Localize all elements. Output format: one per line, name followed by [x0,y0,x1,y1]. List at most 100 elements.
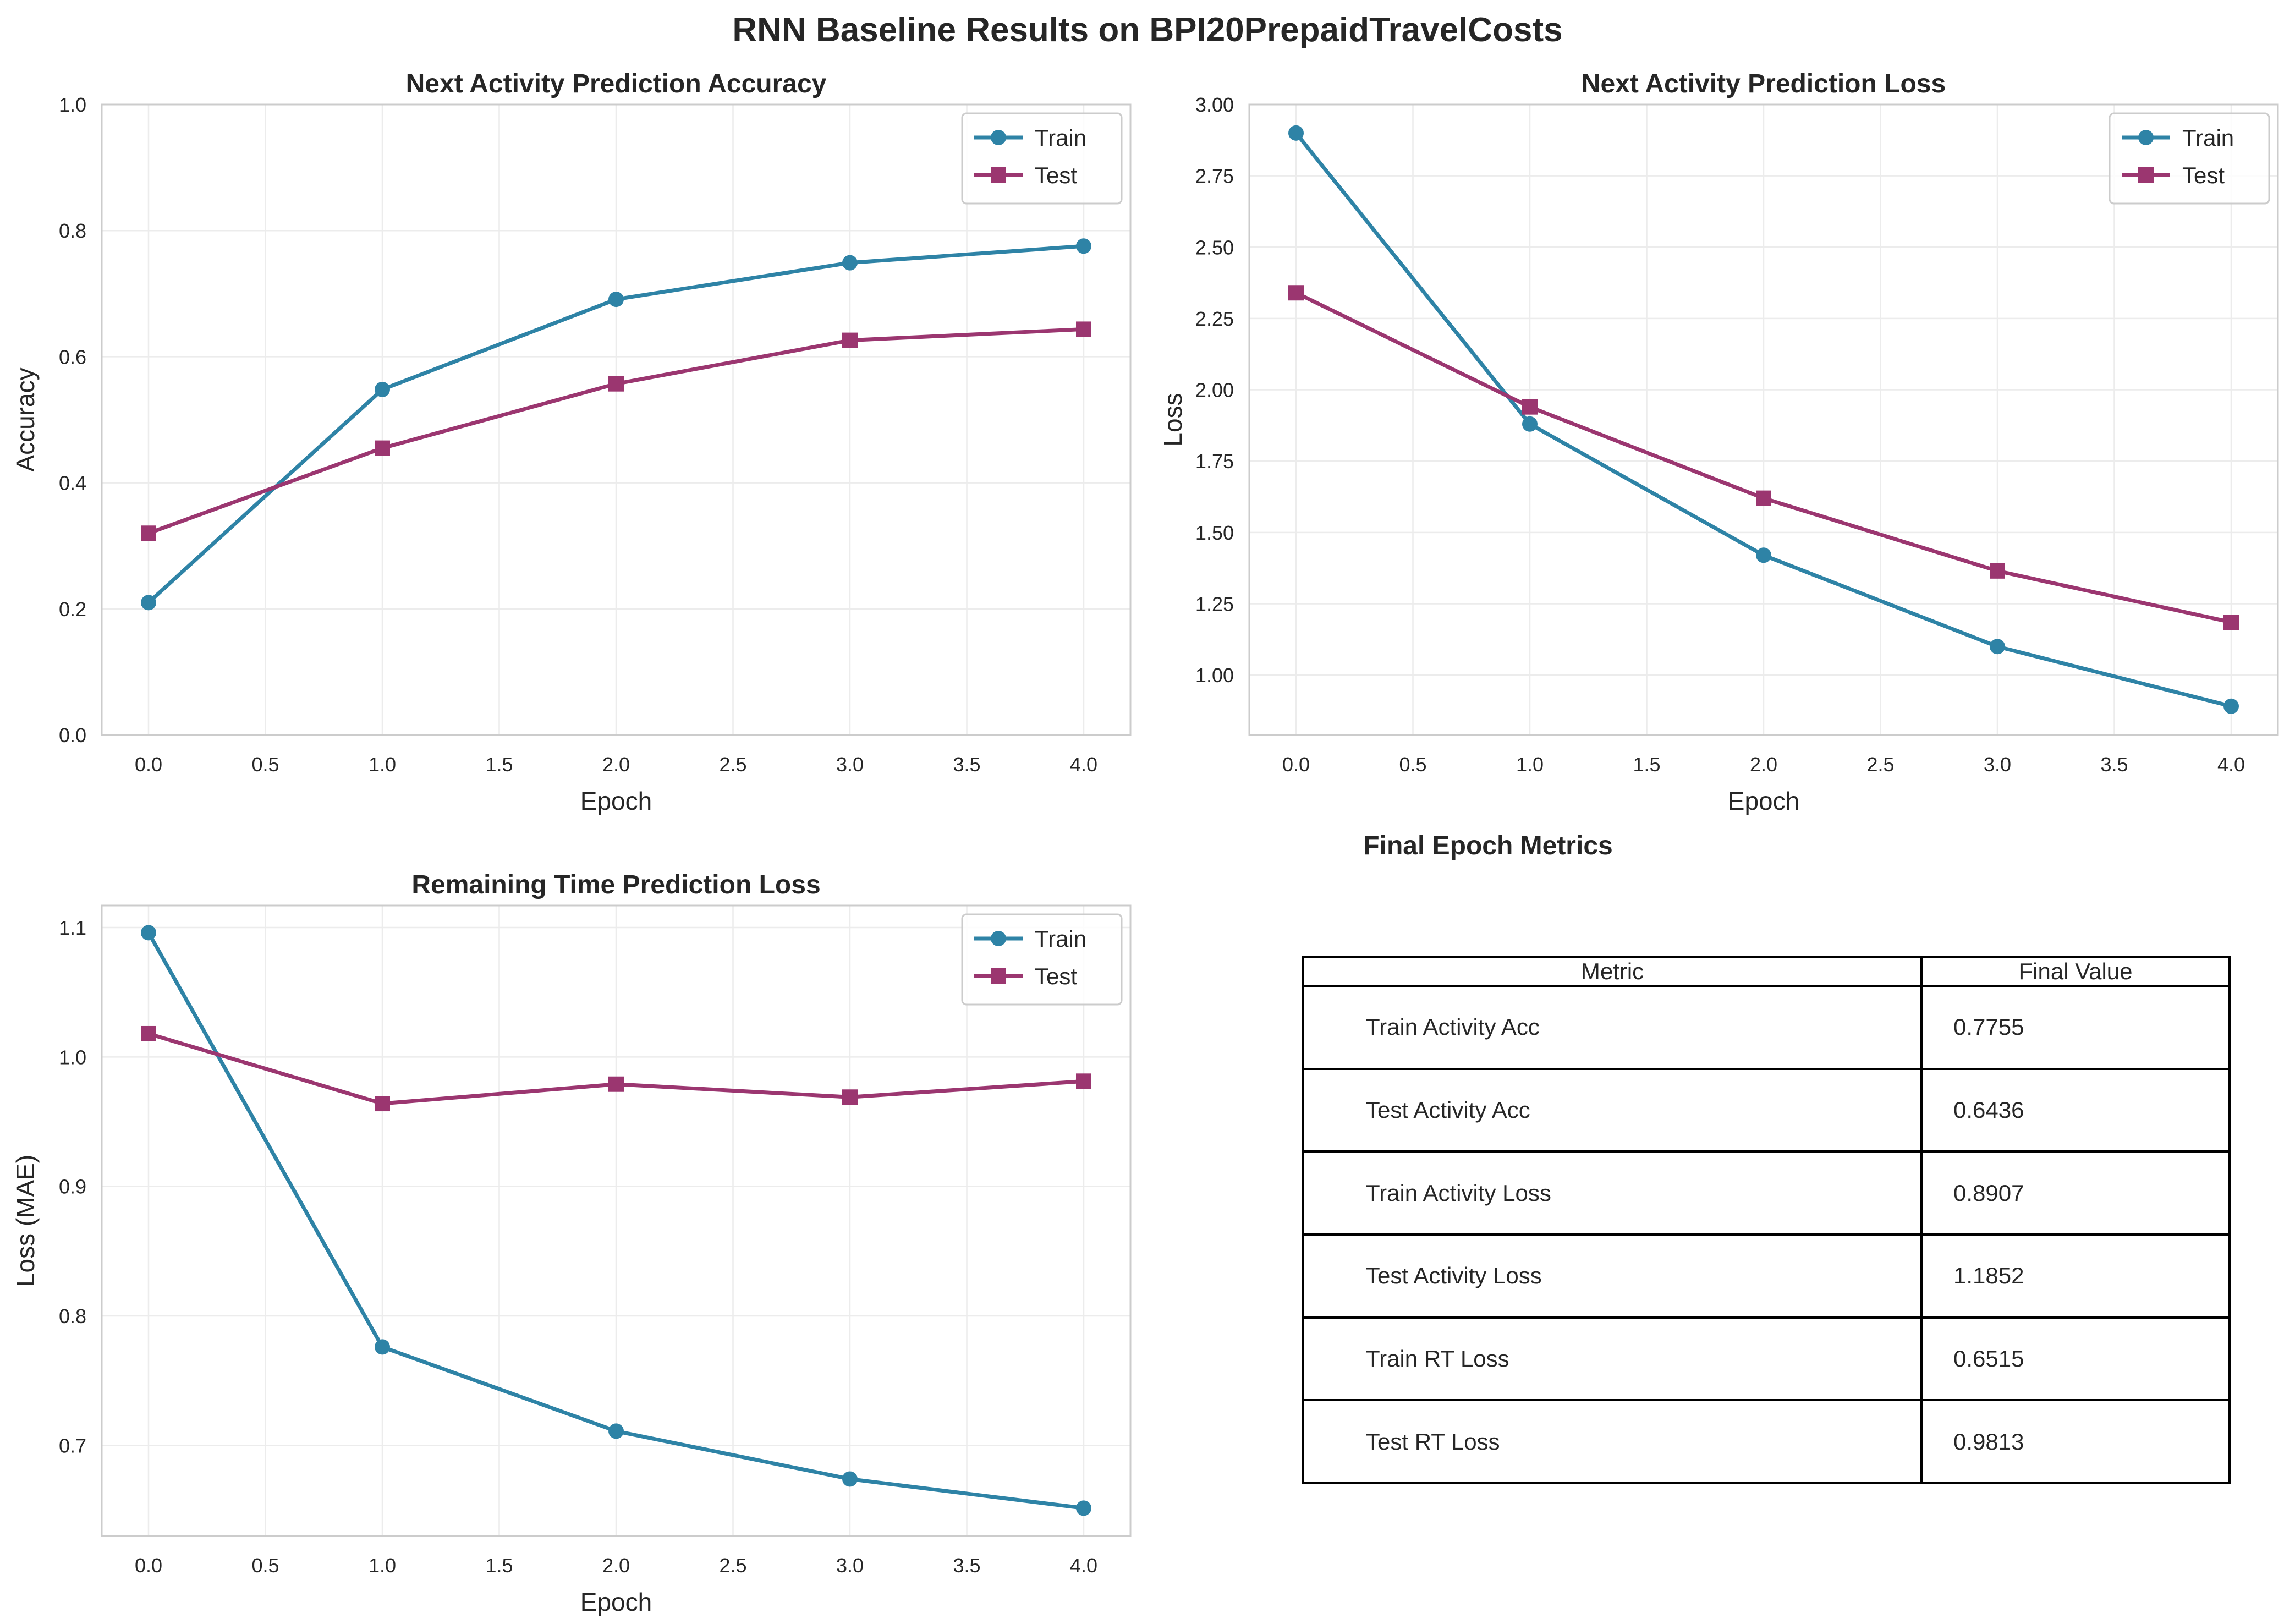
x-tick-label: 2.0 [602,1554,630,1577]
metric-value: 0.8907 [1920,1150,2231,1236]
x-tick-label: 1.0 [369,753,396,776]
data-point-test [842,332,858,348]
metric-value: 1.1852 [1920,1233,2231,1319]
x-tick-label: 0.0 [135,1554,162,1577]
x-tick-label: 4.0 [1070,1554,1097,1577]
y-tick-label: 0.4 [59,472,86,495]
y-tick-label: 1.00 [1195,664,1234,687]
data-point-train [141,595,156,611]
y-tick-label: 0.0 [59,724,86,747]
y-tick-label: 1.0 [59,1046,86,1068]
legend-label-train: Train [1035,926,1086,952]
data-point-test [842,1089,858,1105]
remaining-time-loss-chart: 0.0 0.5 1.0 1.5 2.0 2.5 3.0 3.5 4.0 0.7 0.8 0.9 1.0 1… [11,870,1132,1616]
data-point-train [1990,639,2005,655]
y-tick-label: 1.1 [59,917,86,939]
legend: Train Test [961,913,1123,1006]
legend: Train Test [2109,112,2270,205]
x-tick-label: 0.0 [1282,753,1310,776]
final-metrics-table: Metric Final Value Train Activity Acc 0.… [1302,956,2231,1484]
x-tick-label: 1.5 [485,753,513,776]
data-point-test [608,1076,624,1092]
y-tick-label: 2.50 [1195,236,1234,259]
table-header-row: Metric Final Value [1302,956,2231,987]
data-point-train [375,1339,390,1355]
x-tick-label: 4.0 [2217,753,2245,776]
table-row: Test Activity Loss 1.1852 [1302,1233,2231,1319]
data-point-train [2223,698,2239,714]
x-tick-label: 4.0 [1070,753,1097,776]
legend-marker-train [991,931,1006,946]
x-tick-label: 2.0 [1750,753,1777,776]
x-tick-label: 0.5 [1399,753,1426,776]
y-tick-label: 0.2 [59,598,86,621]
x-tick-label: 2.5 [719,1554,746,1577]
data-point-train [1522,416,1538,432]
table-row: Train Activity Acc 0.7755 [1302,985,2231,1070]
data-point-train [842,1471,858,1487]
x-tick-label: 3.5 [953,753,980,776]
data-point-test [1288,285,1304,301]
legend-label-train: Train [2182,125,2234,151]
data-point-test [1076,321,1091,337]
table-row: Test Activity Acc 0.6436 [1302,1067,2231,1153]
plot-frame [1248,103,2279,736]
y-tick-label: 0.8 [59,1305,86,1327]
x-axis-label: Epoch [1728,787,1799,815]
data-point-train [608,1423,624,1439]
chart-title: Remaining Time Prediction Loss [411,870,820,899]
legend-marker-test [991,968,1006,984]
legend: Train Test [961,112,1123,205]
figure-title: RNN Baseline Results on BPI20PrepaidTrav… [732,11,1563,49]
data-point-train [141,925,156,941]
y-tick-label: 1.0 [59,94,86,116]
data-point-train [1288,125,1304,141]
x-axis-label: Epoch [580,1588,652,1616]
legend-label-train: Train [1035,125,1086,151]
metric-value: 0.7755 [1920,985,2231,1070]
data-point-train [1076,1500,1091,1516]
y-tick-label: 1.50 [1195,522,1234,544]
data-point-test [1990,563,2005,579]
metric-name: Test RT Loss [1302,1399,1923,1484]
metric-name: Test Activity Loss [1302,1233,1923,1319]
x-tick-label: 3.0 [836,1554,864,1577]
data-point-train [375,381,390,397]
data-point-train [1076,238,1091,254]
x-axis-label: Epoch [580,787,652,815]
legend-marker-train [2138,130,2154,145]
table-title: Final Epoch Metrics [1363,831,1613,860]
legend-marker-train [991,130,1006,145]
y-tick-label: 0.7 [59,1434,86,1457]
legend-marker-test [991,167,1006,183]
data-point-test [608,376,624,392]
metric-name: Train RT Loss [1302,1316,1923,1402]
data-point-test [141,525,156,541]
x-tick-label: 0.0 [135,753,162,776]
x-tick-label: 3.0 [836,753,864,776]
y-tick-label: 1.25 [1195,592,1234,615]
x-tick-label: 1.5 [485,1554,513,1577]
y-tick-label: 2.25 [1195,308,1234,330]
data-point-train [608,292,624,308]
data-point-train [1756,547,1771,563]
data-point-test [375,440,390,456]
metric-value: 0.6436 [1920,1067,2231,1153]
y-axis-label: Loss (MAE) [11,1155,40,1287]
y-tick-label: 0.6 [59,345,86,368]
metric-name: Test Activity Acc [1302,1067,1923,1153]
data-point-test [1076,1073,1091,1089]
x-tick-label: 2.0 [602,753,630,776]
y-axis-label: Loss [1159,393,1187,446]
y-tick-label: 0.8 [59,220,86,242]
table-row: Train Activity Loss 0.8907 [1302,1150,2231,1236]
x-tick-label: 0.5 [251,1554,279,1577]
table-row: Test RT Loss 0.9813 [1302,1399,2231,1484]
y-axis-label: Accuracy [11,367,40,471]
y-tick-label: 3.00 [1195,94,1234,116]
legend-label-test: Test [1035,963,1077,989]
activity-loss-chart: 0.0 0.5 1.0 1.5 2.0 2.5 3.0 3.5 4.0 1.00 1.25 1.50 1… [1159,69,2279,815]
x-tick-label: 2.5 [719,753,746,776]
x-tick-label: 2.5 [1866,753,1894,776]
